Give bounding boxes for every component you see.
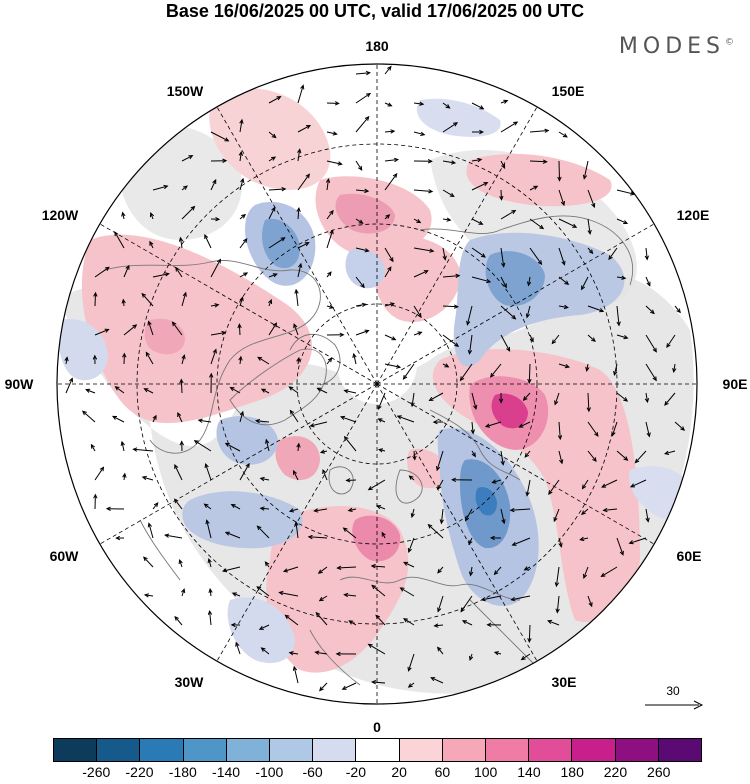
colorbar-swatch xyxy=(54,739,97,761)
colorbar-tick-label: -140 xyxy=(212,764,240,780)
lon-label-90w: 90W xyxy=(5,376,35,392)
colorbar-tick-label: -260 xyxy=(82,764,110,780)
wind-scale: 30 xyxy=(640,684,706,718)
wind-scale-arrow-icon xyxy=(644,700,704,710)
colorbar-tick-label: 180 xyxy=(561,764,584,780)
colorbar-swatch xyxy=(140,739,183,761)
colorbar-tick-label: 60 xyxy=(435,764,451,780)
lon-label-60w: 60W xyxy=(50,548,80,564)
anomaly-field xyxy=(57,64,697,704)
colorbar-tick-label: -60 xyxy=(302,764,322,780)
lon-label-0: 0 xyxy=(373,719,381,735)
colorbar-tick-label: -100 xyxy=(255,764,283,780)
colorbar-tick-label: -180 xyxy=(169,764,197,780)
lon-label-90e: 90E xyxy=(723,376,748,392)
lon-label-150w: 150W xyxy=(167,83,204,99)
colorbar xyxy=(53,738,702,762)
lon-label-180: 180 xyxy=(365,38,389,54)
colorbar-swatch xyxy=(572,739,615,761)
colorbar-tick-label: -20 xyxy=(346,764,366,780)
colorbar-tick-label: 220 xyxy=(604,764,627,780)
lon-label-30w: 30W xyxy=(175,674,205,690)
colorbar-swatch xyxy=(356,739,399,761)
colorbar-tick-label: 100 xyxy=(474,764,497,780)
lon-label-120w: 120W xyxy=(42,207,79,223)
colorbar-tick-label: 140 xyxy=(517,764,540,780)
colorbar-swatch xyxy=(400,739,443,761)
wind-vector xyxy=(529,364,530,383)
lon-label-60e: 60E xyxy=(677,548,702,564)
colorbar-tick-label: 20 xyxy=(391,764,407,780)
colorbar-tick-label: -220 xyxy=(126,764,154,780)
wind-vector xyxy=(529,625,530,642)
lon-label-30e: 30E xyxy=(552,674,577,690)
colorbar-ticks: -260 -220 -180 -140 -100 -60 -20 20 60 100 140 180 2… xyxy=(0,764,750,784)
colorbar-swatch xyxy=(443,739,486,761)
colorbar-swatch xyxy=(270,739,313,761)
colorbar-swatch xyxy=(184,739,227,761)
colorbar-tick-label: 260 xyxy=(647,764,670,780)
lon-label-120e: 120E xyxy=(677,207,710,223)
colorbar-swatch xyxy=(97,739,140,761)
colorbar-swatch xyxy=(659,739,701,761)
colorbar-swatch xyxy=(616,739,659,761)
colorbar-swatch xyxy=(486,739,529,761)
lon-label-150e: 150E xyxy=(552,83,585,99)
wind-scale-label: 30 xyxy=(640,684,706,698)
colorbar-swatch xyxy=(227,739,270,761)
wind-vector xyxy=(559,161,560,181)
colorbar-swatch xyxy=(529,739,572,761)
wind-vector xyxy=(95,293,96,306)
colorbar-swatch xyxy=(313,739,356,761)
